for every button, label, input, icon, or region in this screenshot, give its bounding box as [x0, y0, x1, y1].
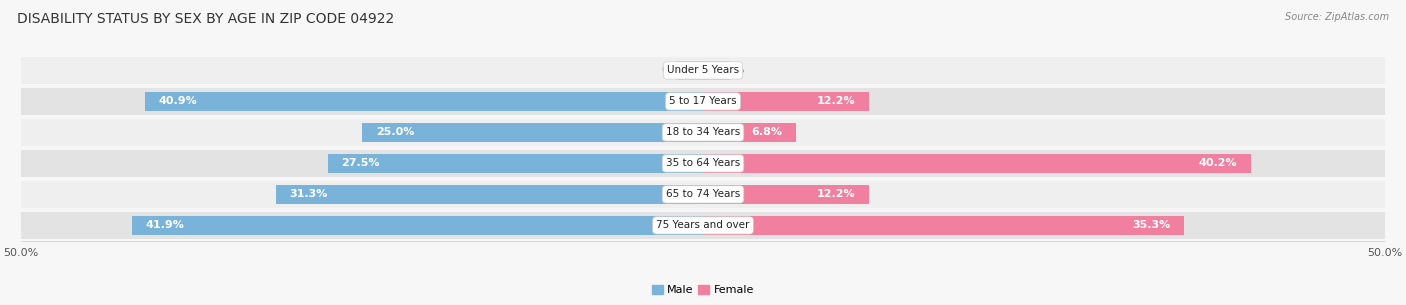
Text: 12.2%: 12.2% — [817, 189, 856, 199]
Text: 18 to 34 Years: 18 to 34 Years — [666, 127, 740, 138]
Text: 12.2%: 12.2% — [817, 96, 856, 106]
Text: 35.3%: 35.3% — [1133, 221, 1171, 230]
Bar — [703, 92, 869, 111]
Bar — [276, 185, 703, 204]
Text: 40.2%: 40.2% — [1199, 158, 1237, 168]
Text: 25.0%: 25.0% — [375, 127, 413, 138]
Text: 5 to 17 Years: 5 to 17 Years — [669, 96, 737, 106]
Bar — [703, 61, 730, 80]
Bar — [132, 216, 703, 235]
Bar — [21, 88, 1385, 115]
Bar — [21, 150, 1385, 177]
Bar — [703, 216, 1184, 235]
Bar — [21, 212, 1385, 239]
Legend: Male, Female: Male, Female — [647, 281, 759, 300]
Text: 0.0%: 0.0% — [717, 66, 745, 75]
Text: 40.9%: 40.9% — [159, 96, 198, 106]
Bar — [703, 123, 796, 142]
Text: Source: ZipAtlas.com: Source: ZipAtlas.com — [1285, 12, 1389, 22]
Text: 75 Years and over: 75 Years and over — [657, 221, 749, 230]
Bar — [703, 185, 869, 204]
Text: 6.8%: 6.8% — [751, 127, 782, 138]
Bar — [676, 61, 703, 80]
Text: 0.0%: 0.0% — [661, 66, 689, 75]
Bar — [145, 92, 703, 111]
Text: 27.5%: 27.5% — [342, 158, 380, 168]
Text: 35 to 64 Years: 35 to 64 Years — [666, 158, 740, 168]
Bar — [21, 119, 1385, 146]
Bar — [363, 123, 703, 142]
Text: 31.3%: 31.3% — [290, 189, 328, 199]
Bar — [328, 154, 703, 173]
Bar — [21, 57, 1385, 84]
Bar — [21, 181, 1385, 208]
Text: 65 to 74 Years: 65 to 74 Years — [666, 189, 740, 199]
Text: Under 5 Years: Under 5 Years — [666, 66, 740, 75]
Text: DISABILITY STATUS BY SEX BY AGE IN ZIP CODE 04922: DISABILITY STATUS BY SEX BY AGE IN ZIP C… — [17, 12, 394, 26]
Bar — [703, 154, 1251, 173]
Text: 41.9%: 41.9% — [145, 221, 184, 230]
